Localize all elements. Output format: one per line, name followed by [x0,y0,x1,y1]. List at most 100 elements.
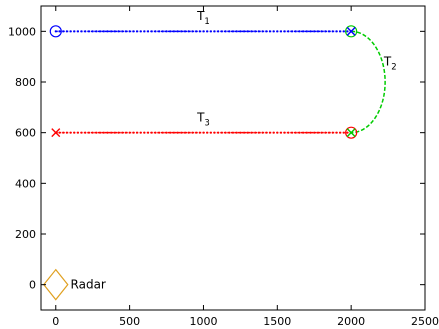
track-point [239,131,242,134]
track-point [84,131,87,134]
track-point [113,30,116,33]
track-point [91,30,94,33]
track-point [87,131,91,134]
track-point [169,30,172,33]
track-point [62,131,65,134]
track-point [165,131,168,134]
track-point [290,30,294,33]
series-arc [351,30,386,134]
track-point [309,30,312,33]
track-point [191,131,194,134]
track-point [302,30,305,33]
track-point [87,30,91,33]
track-point [261,131,264,134]
track-point [121,30,124,33]
series-label-T2: T2 [383,55,397,73]
track-point [139,30,142,33]
track-point [209,131,212,134]
track-point [224,131,227,134]
radar-diamond-marker [43,268,69,301]
track-point [80,131,83,134]
track-point [135,30,139,33]
track-point [124,30,128,33]
track-point [235,131,238,134]
track-point [73,30,76,33]
track-point [58,30,61,33]
track-point [272,30,275,33]
circle-marker [345,126,358,139]
series-label-sub: 3 [204,118,209,128]
track-point [73,131,76,134]
track-point [117,131,120,134]
track-point [324,131,327,134]
track-point [305,131,308,134]
track-point [250,131,253,134]
track-point [69,131,72,134]
track-point [320,131,323,134]
track-point [154,30,157,33]
track-point [202,30,205,33]
track-point [283,30,286,33]
track-point [202,131,205,134]
cross-marker [51,128,61,138]
track-point [346,131,349,134]
track-point [132,30,135,33]
track-point [106,131,109,134]
track-point [80,30,83,33]
series-label-sub: 1 [204,17,209,27]
track-point [183,131,187,134]
y-tick-label: 800 [15,76,36,89]
track-point [169,131,172,134]
track-point [228,30,231,33]
track-point [91,131,94,134]
cross-stroke [51,128,61,138]
track-point [172,30,176,33]
track-point [165,30,168,33]
track-point [139,131,142,134]
track-point [69,30,72,33]
track-point [121,131,124,134]
track-point [209,30,212,33]
track-point [309,131,312,134]
track-point [298,131,301,134]
track-point [239,30,242,33]
series-label-T1: T1 [196,9,210,27]
track-point [342,131,345,134]
series-T3 [54,131,353,134]
track-point [194,30,198,33]
track-point [198,30,201,33]
series-label-main: T [383,55,392,69]
track-point [335,30,338,33]
track-point [287,30,290,33]
x-tick-label: 0 [52,315,59,328]
plot-area [43,25,386,301]
track-point [231,30,235,33]
track-point [65,30,68,33]
track-point [257,131,260,134]
track-point [124,131,128,134]
track-point [102,30,105,33]
track-point [254,131,257,134]
track-point [242,30,246,33]
track-point [272,131,275,134]
cross-stroke [346,26,356,36]
track-point [161,131,164,134]
track-point [254,30,257,33]
track-point [213,30,216,33]
track-point [84,30,87,33]
track-point [331,30,334,33]
track-point [242,131,246,134]
x-tick-label: 1000 [189,315,217,328]
track-point [132,131,135,134]
track-point [76,131,80,134]
series-label-sub: 2 [391,63,396,73]
track-point [150,30,153,33]
track-point [246,30,249,33]
track-point [150,131,153,134]
track-point [98,30,102,33]
track-point [287,131,290,134]
plot-frame [40,5,426,311]
x-tick-label: 500 [119,315,140,328]
track-point [313,30,316,33]
